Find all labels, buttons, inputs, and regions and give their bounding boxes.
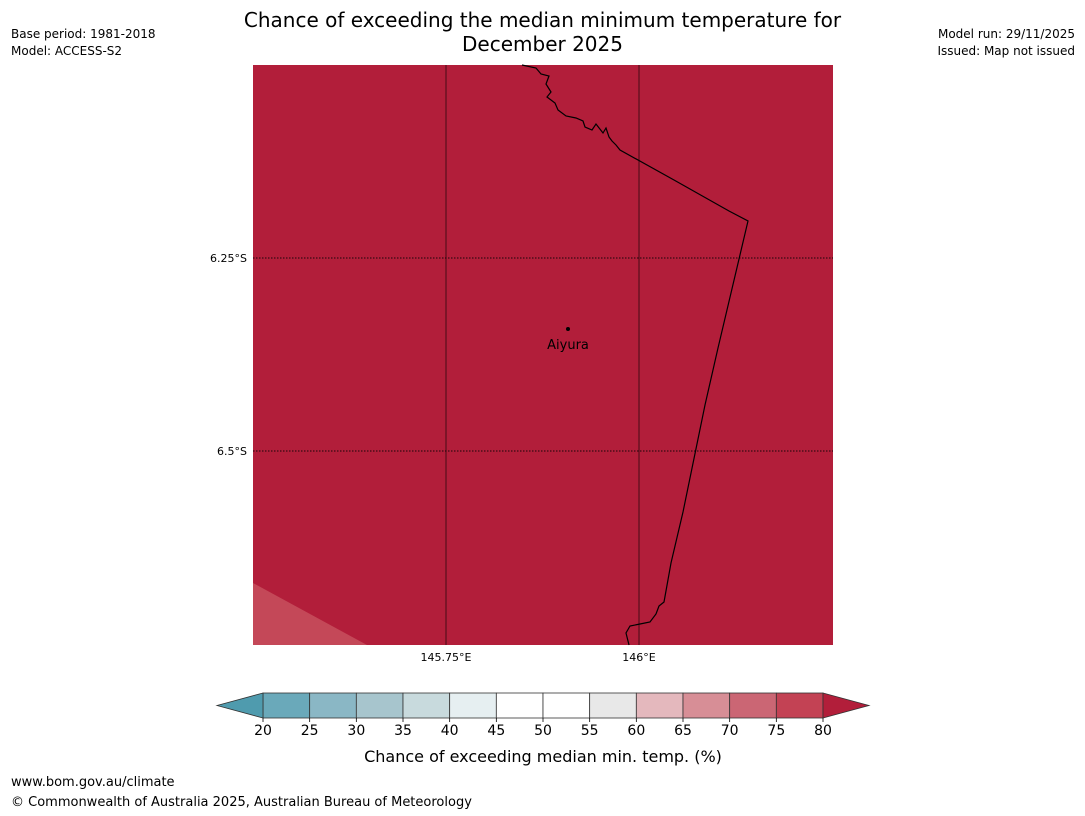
- footer-url[interactable]: www.bom.gov.au/climate: [11, 775, 175, 790]
- colorbar-tick-55: 55: [581, 723, 599, 739]
- colorbar-tick-50: 50: [534, 723, 552, 739]
- lower-left-anomaly-region: [253, 583, 367, 645]
- colorbar-tick-65: 65: [674, 723, 692, 739]
- colorbar-bin-75-80: [775, 692, 824, 719]
- colorbar-tick-25: 25: [301, 723, 319, 739]
- lat-label-6-5: 6.5°S: [217, 445, 247, 458]
- model-text: Model: ACCESS-S2: [11, 44, 123, 58]
- colorbar-bin-40-45: [449, 692, 497, 719]
- colorbar-label: Chance of exceeding median min. temp. (%…: [364, 747, 722, 766]
- colorbar-bin-50-55: [542, 692, 591, 719]
- map-title-line2: December 2025: [462, 32, 623, 56]
- colorbar-tick-40: 40: [441, 723, 459, 739]
- colorbar-tick-60: 60: [627, 723, 645, 739]
- colorbar-bin-20-25: [262, 692, 311, 719]
- colorbar-bin-35-40: [402, 692, 451, 719]
- lon-label-145-75: 145.75°E: [421, 651, 472, 664]
- colorbar-tick-35: 35: [394, 723, 412, 739]
- model-run-text: Model run: 29/11/2025: [937, 27, 1075, 41]
- map-background: [253, 65, 833, 645]
- colorbar-over-arrow: [822, 692, 871, 719]
- colorbar-bin-25-30: [309, 692, 357, 719]
- colorbar-bin-70-75: [729, 692, 777, 719]
- colorbar-tick-80: 80: [814, 723, 832, 739]
- map-title-line1: Chance of exceeding the median minimum t…: [243, 8, 842, 32]
- colorbar-bin-45-50: [495, 692, 544, 719]
- footer-copyright: © Commonwealth of Australia 2025, Austra…: [11, 795, 472, 810]
- aiyura-marker: [566, 327, 570, 331]
- colorbar-bin-55-60: [589, 692, 637, 719]
- colorbar-tick-30: 30: [347, 723, 365, 739]
- border-line: [521, 64, 749, 646]
- base-period-text: Base period: 1981-2018: [11, 27, 156, 41]
- colorbar-bin-30-35: [355, 692, 404, 719]
- issued-text: Issued: Map not issued: [937, 44, 1075, 58]
- colorbar-bin-60-65: [635, 692, 684, 719]
- aiyura-label: Aiyura: [547, 338, 589, 353]
- colorbar-bin-65-70: [682, 692, 731, 719]
- colorbar-tick-70: 70: [721, 723, 739, 739]
- lat-label-6-25: 6.25°S: [210, 252, 247, 265]
- colorbar-under-arrow: [215, 692, 264, 719]
- colorbar-tick-45: 45: [487, 723, 505, 739]
- colorbar-tick-20: 20: [254, 723, 272, 739]
- colorbar-tick-75: 75: [767, 723, 785, 739]
- lon-label-146: 146°E: [622, 651, 655, 664]
